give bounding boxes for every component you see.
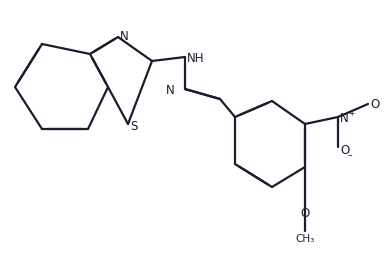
Text: O: O xyxy=(300,206,310,219)
Text: –: – xyxy=(348,151,353,160)
Text: S: S xyxy=(130,120,137,133)
Text: O: O xyxy=(370,98,379,111)
Text: +: + xyxy=(348,108,354,117)
Text: CH₃: CH₃ xyxy=(295,233,314,243)
Text: N: N xyxy=(120,29,129,42)
Text: N: N xyxy=(340,111,349,124)
Text: O: O xyxy=(340,143,349,156)
Text: NH: NH xyxy=(187,51,205,64)
Text: N: N xyxy=(166,83,175,96)
